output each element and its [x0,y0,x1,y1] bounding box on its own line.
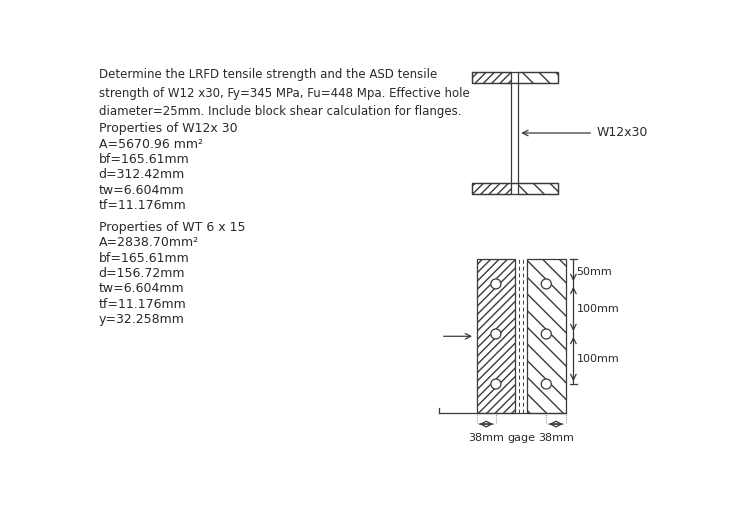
Bar [527,260,565,413]
Text: tf=11.176mm: tf=11.176mm [98,298,186,311]
Text: Properties of W12x 30: Properties of W12x 30 [98,122,238,135]
Bar [477,260,515,413]
Circle shape [491,329,501,339]
Text: d=156.72mm: d=156.72mm [98,267,185,280]
Text: 100mm: 100mm [576,354,619,364]
Bar [472,183,511,194]
Bar [472,183,557,194]
Circle shape [491,279,501,289]
Circle shape [541,279,551,289]
Text: 38mm: 38mm [468,433,504,443]
Text: d=312.42mm: d=312.42mm [98,168,185,181]
Bar [518,183,557,194]
Circle shape [541,329,551,339]
Text: 100mm: 100mm [576,304,619,314]
Bar [472,72,511,83]
Text: 38mm: 38mm [538,433,574,443]
Text: y=32.258mm: y=32.258mm [98,313,184,326]
Circle shape [541,379,551,389]
Text: tf=11.176mm: tf=11.176mm [98,199,186,212]
Text: tw=6.604mm: tw=6.604mm [98,184,184,197]
Text: gage: gage [507,433,535,443]
Bar [511,83,518,183]
Circle shape [491,379,501,389]
Bar [518,72,557,83]
Text: bf=165.61mm: bf=165.61mm [98,153,189,166]
Text: tw=6.604mm: tw=6.604mm [98,282,184,295]
Text: A=5670.96 mm²: A=5670.96 mm² [98,138,203,151]
Text: bf=165.61mm: bf=165.61mm [98,252,189,265]
Text: Properties of WT 6 x 15: Properties of WT 6 x 15 [98,221,245,234]
Text: W12x30: W12x30 [596,126,648,139]
Text: 50mm: 50mm [576,267,612,277]
Text: Determine the LRFD tensile strength and the ASD tensile
strength of W12 x30, Fy=: Determine the LRFD tensile strength and … [98,68,469,118]
Text: A=2838.70mm²: A=2838.70mm² [98,236,199,249]
Bar [472,72,557,83]
